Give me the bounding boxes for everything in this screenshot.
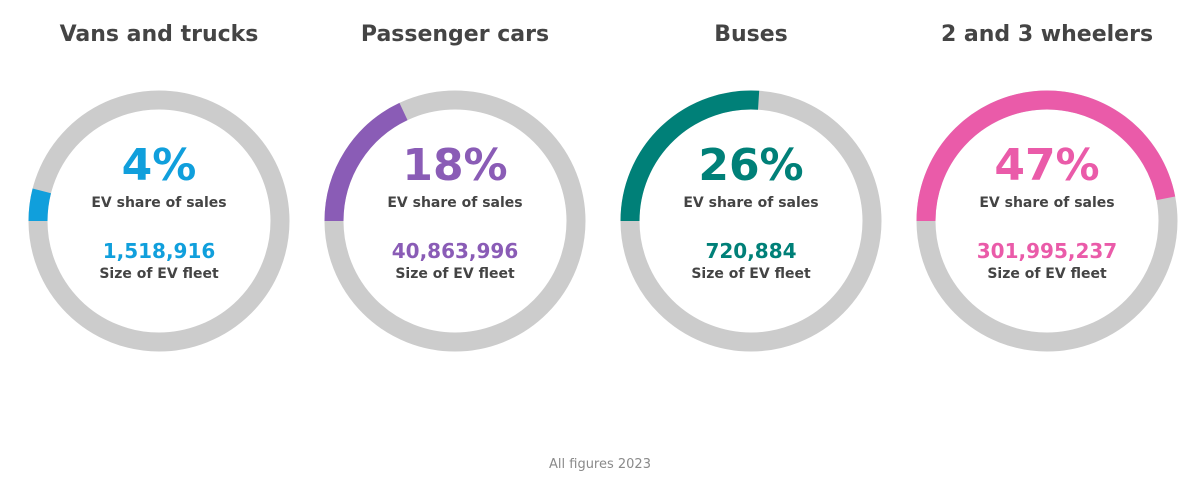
fleet-value: 301,995,237 <box>976 239 1118 263</box>
fleet-caption: Size of EV fleet <box>987 266 1107 282</box>
gauge-ring <box>620 90 882 352</box>
fleet-caption: Size of EV fleet <box>691 266 811 282</box>
gauge-title: Vans and trucks <box>59 22 259 47</box>
gauge-3: 2 and 3 wheelers 47% EV share of sales 3… <box>899 0 1195 420</box>
gauge-value-arc <box>28 188 52 222</box>
fleet-value: 40,863,996 <box>391 239 519 263</box>
fleet-caption: Size of EV fleet <box>395 266 515 282</box>
gauge-track <box>28 90 290 352</box>
gauge-ring <box>28 90 290 352</box>
gauge-2: Buses 26% EV share of sales 720,884 Size… <box>603 0 899 420</box>
gauge-title: 2 and 3 wheelers <box>940 22 1154 47</box>
gauge-1: Passenger cars 18% EV share of sales 40,… <box>307 0 603 420</box>
share-value: 18% <box>402 140 508 191</box>
gauge-value-arc <box>324 102 408 222</box>
gauge-title: Passenger cars <box>360 22 550 47</box>
share-value: 47% <box>994 140 1100 191</box>
share-value: 4% <box>121 140 197 191</box>
fleet-caption: Size of EV fleet <box>99 266 219 282</box>
gauge-title: Buses <box>714 22 788 47</box>
share-caption: EV share of sales <box>91 195 227 211</box>
share-caption: EV share of sales <box>979 195 1115 211</box>
footnote: All figures 2023 <box>549 457 651 472</box>
share-caption: EV share of sales <box>683 195 819 211</box>
share-value: 26% <box>698 140 804 191</box>
share-caption: EV share of sales <box>387 195 523 211</box>
gauge-ring <box>916 90 1178 352</box>
gauge-ring <box>324 90 586 352</box>
fleet-value: 1,518,916 <box>102 239 216 263</box>
gauge-0: Vans and trucks 4% EV share of sales 1,5… <box>11 0 307 420</box>
gauge-value-arc <box>916 90 1176 222</box>
gauge-value-arc <box>620 90 760 222</box>
fleet-value: 720,884 <box>705 239 797 263</box>
